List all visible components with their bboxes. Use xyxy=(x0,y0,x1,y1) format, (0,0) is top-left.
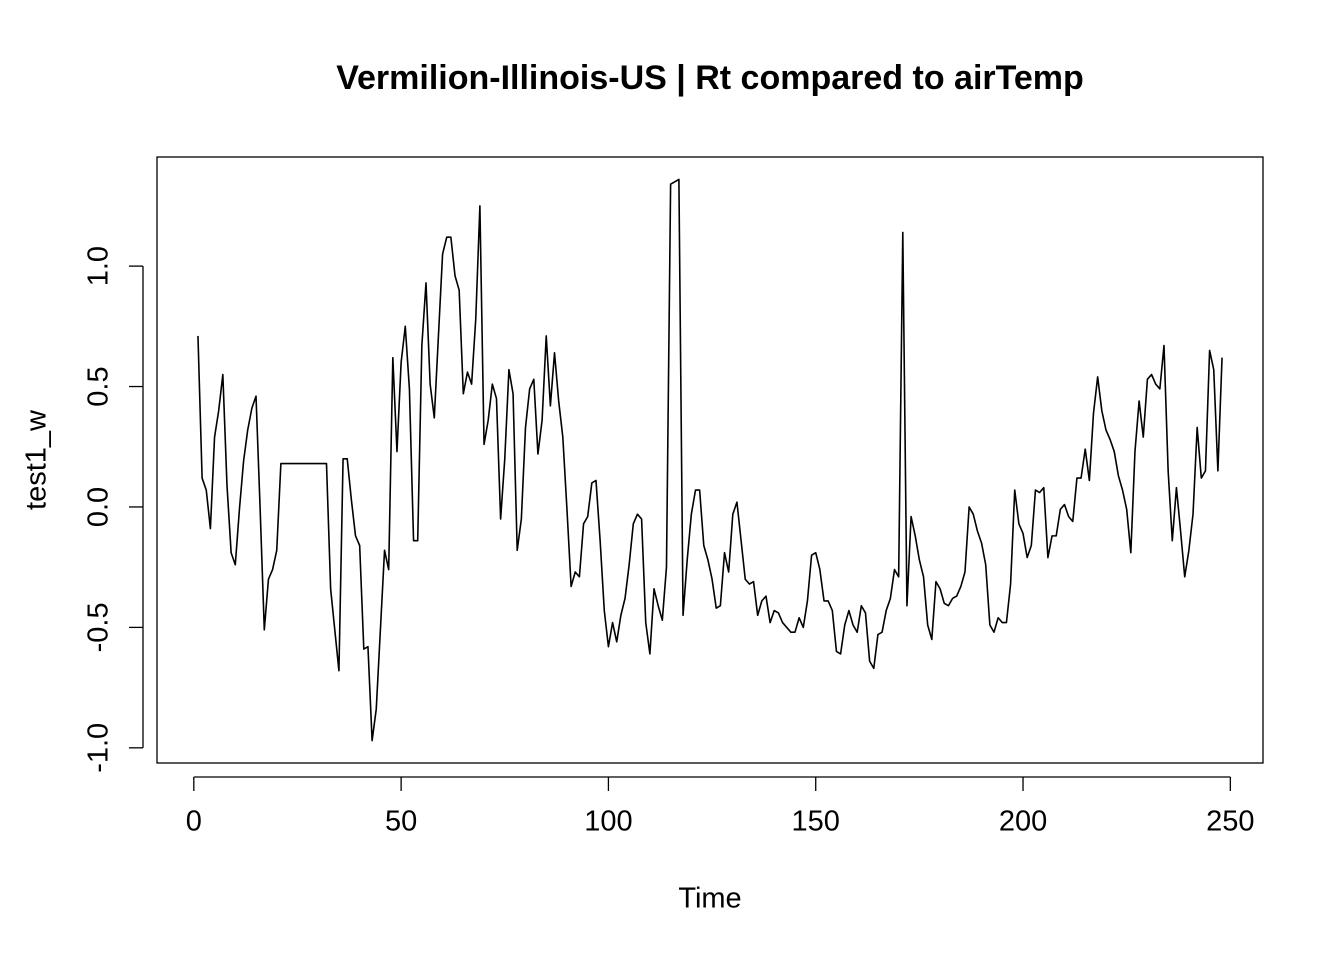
plot-box xyxy=(156,156,1264,764)
y-tick-label: -1.0 xyxy=(83,723,115,773)
y-tick-label: 0.0 xyxy=(83,487,115,527)
x-tick-label: 200 xyxy=(999,806,1047,838)
y-tick-label: -0.5 xyxy=(83,602,115,652)
x-tick-label: 100 xyxy=(584,806,632,838)
y-axis-label: test1_w xyxy=(21,409,53,510)
y-tick-label: 1.0 xyxy=(83,246,115,286)
y-tick-label: 0.5 xyxy=(83,366,115,406)
chart-title: Vermilion-Illinois-US | Rt compared to a… xyxy=(336,59,1084,97)
x-tick-label: 150 xyxy=(792,806,840,838)
x-tick-label: 0 xyxy=(186,806,202,838)
x-tick-label: 50 xyxy=(385,806,417,838)
x-tick-label: 250 xyxy=(1206,806,1254,838)
x-axis-label: Time xyxy=(678,883,741,915)
data-line xyxy=(197,178,1223,742)
